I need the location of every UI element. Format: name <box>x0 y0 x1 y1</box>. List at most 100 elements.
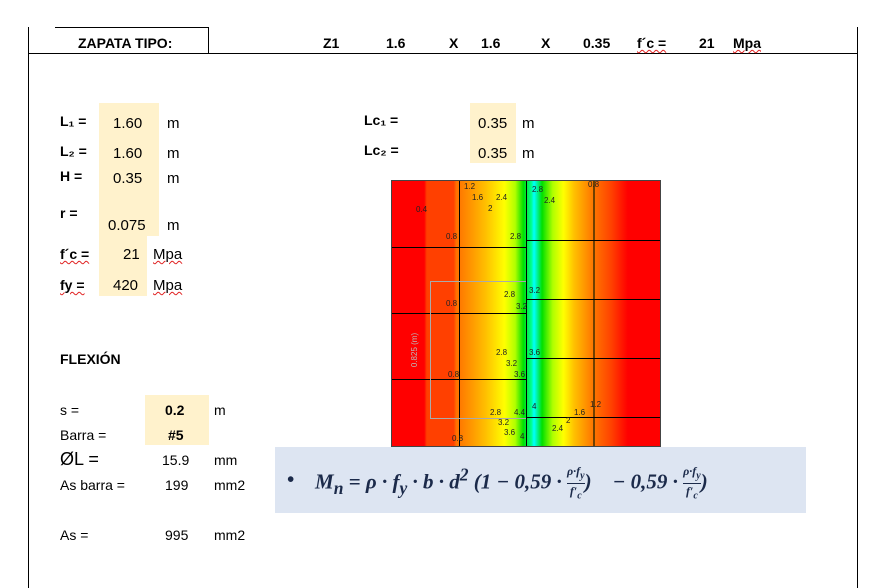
left-border <box>28 27 29 588</box>
flexion-label: s = <box>60 402 80 418</box>
header-title: ZAPATA TIPO: <box>78 35 173 51</box>
flexion-unit: mm2 <box>214 527 246 543</box>
flexion-label: As barra = <box>60 477 125 493</box>
frac-sub: y <box>696 470 701 482</box>
contour-label: 3.2 <box>516 302 528 311</box>
param-unit: m <box>167 170 180 187</box>
param-unit: Mpa <box>153 277 183 294</box>
title-cell-border <box>208 27 209 53</box>
nominal-moment-formula: • Mn = ρ · fy · b · d2 (1 − 0,59 · ρ·fy f… <box>275 447 806 513</box>
bar-value[interactable]: #5 <box>168 427 184 443</box>
right-border <box>857 27 858 588</box>
frac-sub: c <box>577 490 582 502</box>
title-cell-top <box>55 27 209 28</box>
column-value-lc2[interactable]: 0.35 <box>478 145 508 162</box>
param-value-fy[interactable]: 420 <box>113 277 139 294</box>
contour-label: 0.8 <box>448 370 460 379</box>
column-label-lc1: Lc₁ = <box>364 112 399 128</box>
column-unit: m <box>522 115 535 132</box>
times-1: X <box>449 35 459 51</box>
flexion-label: ØL = <box>60 449 99 469</box>
contour-label: 3.6 <box>514 370 526 379</box>
grid-line <box>526 240 660 241</box>
contour-label: 4.4 <box>514 408 526 417</box>
fc-label: f´c = <box>637 35 667 51</box>
grid-line <box>392 313 526 314</box>
contour-label: 3.2 <box>498 418 510 427</box>
contour-label: 2 <box>488 204 493 213</box>
contour-label: 3.6 <box>529 348 541 357</box>
contour-label: 2.4 <box>552 424 564 433</box>
contour-label: 1.6 <box>472 193 484 202</box>
frac-den: f′ <box>569 484 578 499</box>
moment-contour-plot: 0.825 (m) 1.2 1.6 2.4 2 0.4 2.8 2.4 0.8 2.8 0.8 2.… <box>391 180 661 447</box>
param-value-fc[interactable]: 21 <box>123 246 140 263</box>
contour-label: 3.6 <box>504 428 516 437</box>
contour-label: 1.2 <box>464 182 476 191</box>
contour-label: 2.4 <box>544 196 556 205</box>
grid-line <box>526 181 527 446</box>
contour-label: 2.4 <box>496 193 508 202</box>
spacing-value[interactable]: 0.2 <box>165 402 185 418</box>
input-highlight <box>99 236 147 296</box>
param-label-fy: fy = <box>60 277 85 293</box>
flexion-title: FLEXIÓN <box>60 351 121 367</box>
grid-line <box>526 417 660 418</box>
contour-label: 0.8 <box>452 434 464 443</box>
total-area-value: 995 <box>165 527 189 543</box>
dimension-label: 0.825 (m) <box>410 332 420 368</box>
param-label-fc: f´c = <box>60 246 90 262</box>
contour-label: 2.8 <box>510 232 522 241</box>
contour-label: 0.8 <box>446 232 458 241</box>
flexion-unit: mm2 <box>214 477 246 493</box>
grid-line <box>392 247 526 248</box>
param-value-l2[interactable]: 1.60 <box>113 145 143 162</box>
flexion-unit: m <box>214 402 226 418</box>
param-label-l1: L₁ = <box>60 113 87 129</box>
fc-unit: Mpa <box>733 35 761 51</box>
formula-body: = ρ · f <box>348 469 400 494</box>
frac-den: f′ <box>685 484 694 499</box>
dimension-line <box>430 281 526 419</box>
grid-line <box>392 379 526 380</box>
frac-num: ρ·f <box>683 464 697 478</box>
param-value-r[interactable]: 0.075 <box>108 217 146 234</box>
flexion-unit: mm <box>214 452 238 468</box>
param-unit: Mpa <box>153 246 183 263</box>
footing-id: Z1 <box>323 35 340 51</box>
column-label-lc2: Lc₂ = <box>364 142 399 158</box>
formula-expression: Mn = ρ · fy · b · d2 (1 − 0,59 · ρ·fy f′c… <box>315 464 708 504</box>
column-value-lc1[interactable]: 0.35 <box>478 115 508 132</box>
frac-sub: c <box>693 490 698 502</box>
fraction: ρ·fy f′c <box>566 464 585 504</box>
bullet: • <box>287 467 295 491</box>
formula-paren: (1 − 0,59 · <box>473 469 562 494</box>
formula-sub: y <box>399 477 408 498</box>
fc-value: 21 <box>699 35 715 51</box>
grid-line <box>593 181 595 446</box>
frac-num: ρ·f <box>566 464 581 478</box>
contour-label: 2.8 <box>532 185 544 194</box>
formula-close: ) <box>584 469 592 494</box>
contour-label: 1.6 <box>574 408 586 417</box>
contour-label: 0.8 <box>446 299 458 308</box>
flexion-label: As = <box>60 527 89 543</box>
contour-label: 2.8 <box>490 408 502 417</box>
input-highlight <box>470 103 516 163</box>
contour-label: 1.2 <box>590 400 602 409</box>
fraction: ρ·fy f′c <box>683 464 701 504</box>
contour-label: 3.2 <box>529 286 541 295</box>
grid-line <box>526 299 660 300</box>
input-highlight <box>145 395 209 445</box>
contour-label: 3.2 <box>506 359 518 368</box>
param-value-h[interactable]: 0.35 <box>113 170 143 187</box>
flexion-label: Barra = <box>60 427 107 443</box>
param-value-l1[interactable]: 1.60 <box>113 115 143 132</box>
param-label-l2: L₂ = <box>60 143 87 159</box>
contour-label: 2.8 <box>496 348 508 357</box>
grid-line <box>526 358 660 359</box>
bar-diameter-value: 15.9 <box>162 452 190 468</box>
param-unit: m <box>167 115 180 132</box>
param-label-r: r = <box>60 205 78 221</box>
input-highlight <box>99 103 159 236</box>
